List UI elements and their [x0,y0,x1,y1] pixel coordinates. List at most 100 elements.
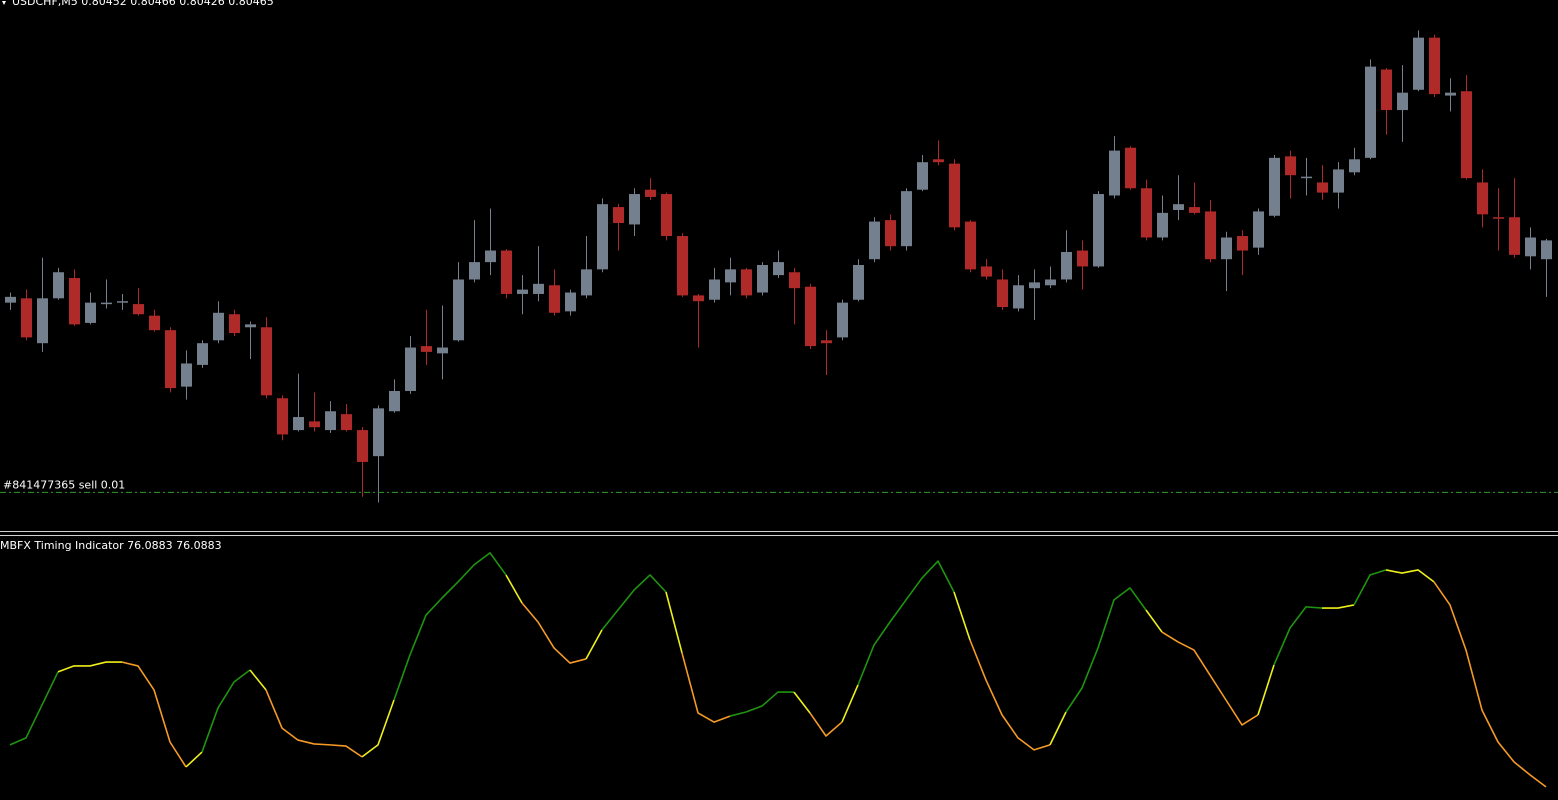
indicator-line [1353,569,1387,606]
indicator-line [121,661,187,768]
candle-body [101,302,112,305]
candle-body [565,292,576,312]
candle-body [501,250,512,294]
candle-body [261,327,272,396]
candle-body [1077,250,1088,267]
candle-body [1221,237,1232,260]
indicator-title: MBFX Timing Indicator 76.0883 76.0883 [0,539,222,552]
candle-body [1237,236,1248,251]
indicator-line [1257,664,1275,716]
candle-body [1173,204,1184,210]
candle-body [149,315,160,331]
symbol-icon [2,1,6,5]
candle-body [5,296,16,303]
candle-body [693,295,704,302]
candle-body [661,194,672,237]
indicator-line [1049,711,1067,746]
indicator-line [1433,581,1547,788]
indicator-line [393,552,507,701]
candle-body [1365,66,1376,158]
candle-body [245,324,256,328]
indicator-line [521,602,587,664]
candle-body [1029,282,1040,289]
candle-body [485,250,496,263]
candle-body [965,221,976,270]
candle-body [1381,69,1392,111]
candle-body [709,279,720,300]
candle-body [1301,176,1312,179]
candle-body [597,204,608,270]
candle-body [1461,91,1472,179]
candle-body [517,289,528,294]
candle-body [229,314,240,334]
candle-body [277,398,288,435]
candle-body [309,421,320,428]
indicator-line [361,699,395,758]
indicator-line [505,574,523,604]
candle-body [53,272,64,299]
indicator-line [201,669,251,753]
candle-body [197,343,208,365]
candle-body [885,220,896,247]
candle-body [1141,188,1152,238]
candle-body [69,278,80,325]
candle-body [789,272,800,289]
candle-body [1205,211,1216,260]
indicator-line [1145,609,1163,633]
candle-body [773,262,784,276]
indicator-line [953,591,971,641]
price-pane: #841477365 sell 0.01 [0,30,1558,503]
candle-body [981,266,992,277]
candle-body [1349,159,1360,173]
candle-body [1157,212,1168,238]
candle-body [581,269,592,296]
candle-body [533,283,544,294]
candle-body [1253,211,1264,248]
candle-body [1109,150,1120,196]
candle-body [725,269,736,283]
indicator-line [969,639,1051,751]
candle-body [677,236,688,296]
candle-body [453,279,464,341]
candle-body [837,302,848,338]
indicator-line [601,574,667,631]
candle-body [1333,169,1344,193]
indicator-line [1322,604,1355,609]
candle-body [293,417,304,431]
candle-body [741,269,752,296]
candle-body [1061,251,1072,280]
candle-body [357,430,368,462]
candle-body [117,301,128,303]
candle-body [325,411,336,431]
candle-body [1429,37,1440,95]
candle-body [949,163,960,228]
candle-body [853,265,864,300]
indicator-line [1273,606,1323,666]
candle-body [437,347,448,354]
candle-body [1477,182,1488,215]
indicator-line [57,661,122,673]
candle-body [389,390,400,412]
candle-body [37,298,48,344]
order-label: #841477365 sell 0.01 [3,478,125,491]
indicator-line [681,652,731,723]
candle-body [341,414,352,431]
indicator-line [793,691,811,714]
candle-body [1317,182,1328,193]
candle-body [997,279,1008,307]
candle-body [405,347,416,391]
indicator-line [1385,569,1435,583]
candle-body [1445,92,1456,96]
candle-body [1125,147,1136,189]
indicator-line [585,629,603,660]
candle-body [805,286,816,347]
candle-body [1397,92,1408,111]
candle-body [373,408,384,457]
indicator-line [857,560,955,686]
candle-body [1525,237,1536,257]
candle-body [869,221,880,260]
candle-body [133,304,144,315]
indicator-line [1161,631,1259,726]
